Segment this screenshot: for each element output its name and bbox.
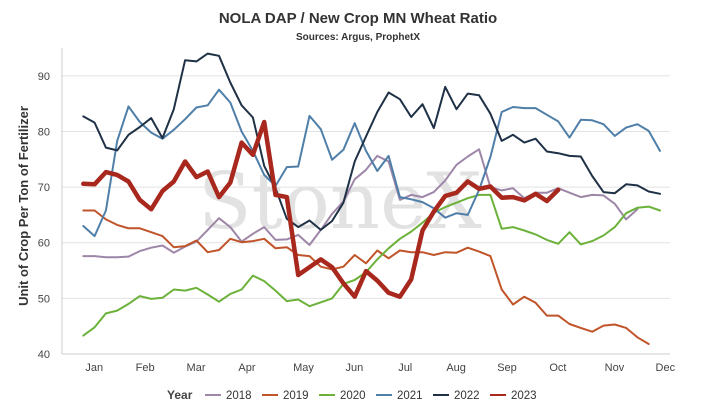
- x-tick-label: Aug: [446, 362, 466, 374]
- y-tick-label: 60: [38, 238, 50, 250]
- x-tick-label: Dec: [656, 362, 676, 374]
- x-tick-label: Jan: [85, 362, 103, 374]
- y-axis-label: Unit of Crop Per Ton of Fertilizer: [16, 106, 31, 306]
- legend-item-2019[interactable]: 2019: [262, 390, 309, 402]
- x-tick-label: Sep: [497, 362, 517, 374]
- y-tick-label: 40: [38, 349, 50, 361]
- legend-title: Year: [167, 388, 193, 402]
- legend-label: 2019: [283, 390, 309, 402]
- x-tick-label: Apr: [238, 362, 255, 374]
- legend-label: 2018: [226, 390, 252, 402]
- chart-title: NOLA DAP / New Crop MN Wheat Ratio: [219, 10, 497, 27]
- x-tick-label: Mar: [187, 362, 206, 374]
- x-tick-label: Jun: [345, 362, 363, 374]
- series-line-2022: [82, 52, 661, 231]
- series-line-2021: [82, 88, 661, 238]
- legend-label: 2020: [340, 390, 366, 402]
- y-tick-label: 90: [38, 71, 50, 83]
- x-tick-label: Nov: [605, 362, 625, 374]
- series-line-2018: [82, 148, 639, 259]
- x-tick-label: Jul: [398, 362, 412, 374]
- series-line-2023: [81, 119, 561, 299]
- legend-item-2021[interactable]: 2021: [376, 390, 423, 402]
- x-axis: Jan Feb Mar Apr May Jun Jul Aug Sep Oct Nov Dec: [62, 353, 676, 374]
- stonex-watermark: StoneX: [198, 157, 482, 247]
- series-line-2020: [82, 193, 661, 337]
- chart-subtitle: Sources: Argus, ProphetX: [296, 32, 420, 43]
- y-tick-label: 50: [38, 293, 50, 305]
- legend-label: 2022: [454, 390, 480, 402]
- series-lines: [81, 52, 661, 345]
- x-tick-label: May: [293, 362, 314, 374]
- legend-label: 2023: [511, 390, 537, 402]
- y-tick-label: 80: [38, 126, 50, 138]
- legend-item-2023[interactable]: 2023: [490, 390, 537, 402]
- series-line-2019: [82, 209, 650, 345]
- x-tick-label: Oct: [549, 362, 566, 374]
- y-axis: 40 50 60 70 80 90: [38, 48, 63, 361]
- legend-item-2020[interactable]: 2020: [319, 390, 366, 402]
- y-tick-label: 70: [38, 182, 50, 194]
- x-tick-label: Feb: [136, 362, 155, 374]
- legend[interactable]: 2018 2019 2020 2021 2022 2023: [205, 390, 537, 402]
- legend-item-2022[interactable]: 2022: [433, 390, 480, 402]
- legend-label: 2021: [397, 390, 423, 402]
- legend-item-2018[interactable]: 2018: [205, 390, 252, 402]
